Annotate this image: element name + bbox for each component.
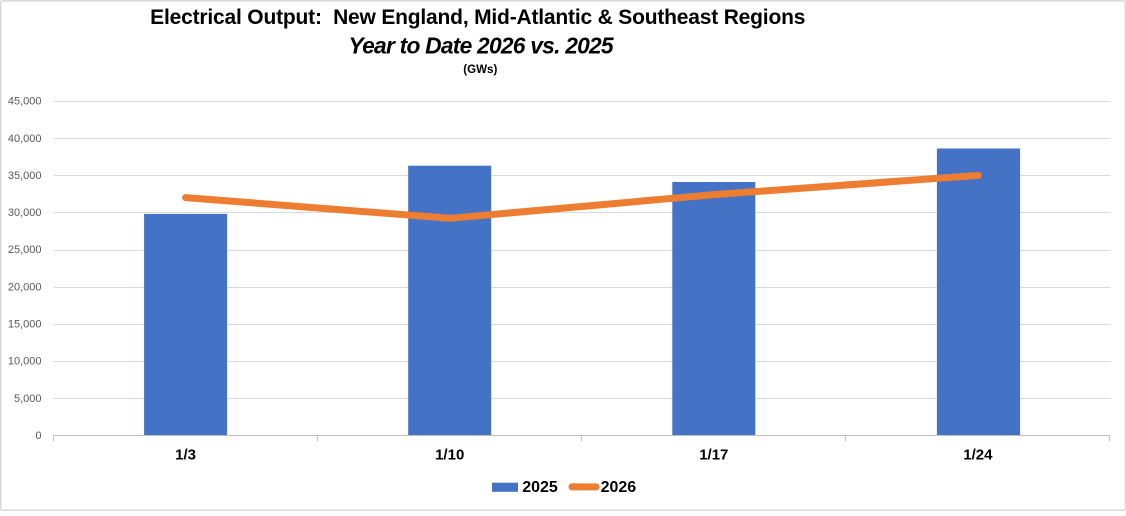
svg-text:2026: 2026 [601, 479, 637, 496]
svg-text:5,000: 5,000 [14, 393, 42, 405]
svg-text:1/10: 1/10 [435, 447, 464, 464]
svg-text:(GWs): (GWs) [463, 63, 497, 76]
svg-text:35,000: 35,000 [8, 170, 42, 182]
svg-text:1/17: 1/17 [699, 447, 728, 464]
svg-text:Electrical Output: New Englan: Electrical Output: New England, Mid-Atla… [150, 6, 805, 29]
svg-text:30,000: 30,000 [8, 207, 42, 219]
svg-text:2025: 2025 [522, 479, 558, 496]
svg-text:15,000: 15,000 [8, 319, 42, 331]
svg-text:45,000: 45,000 [8, 96, 42, 108]
svg-text:1/3: 1/3 [175, 447, 196, 464]
svg-text:20,000: 20,000 [8, 281, 42, 293]
svg-text:10,000: 10,000 [8, 356, 42, 368]
svg-text:1/24: 1/24 [963, 447, 993, 464]
svg-text:0: 0 [35, 430, 41, 442]
svg-text:40,000: 40,000 [8, 133, 42, 145]
svg-text:25,000: 25,000 [8, 244, 42, 256]
svg-text:Year to Date 2026 vs. 2025: Year to Date 2026 vs. 2025 [349, 33, 614, 59]
